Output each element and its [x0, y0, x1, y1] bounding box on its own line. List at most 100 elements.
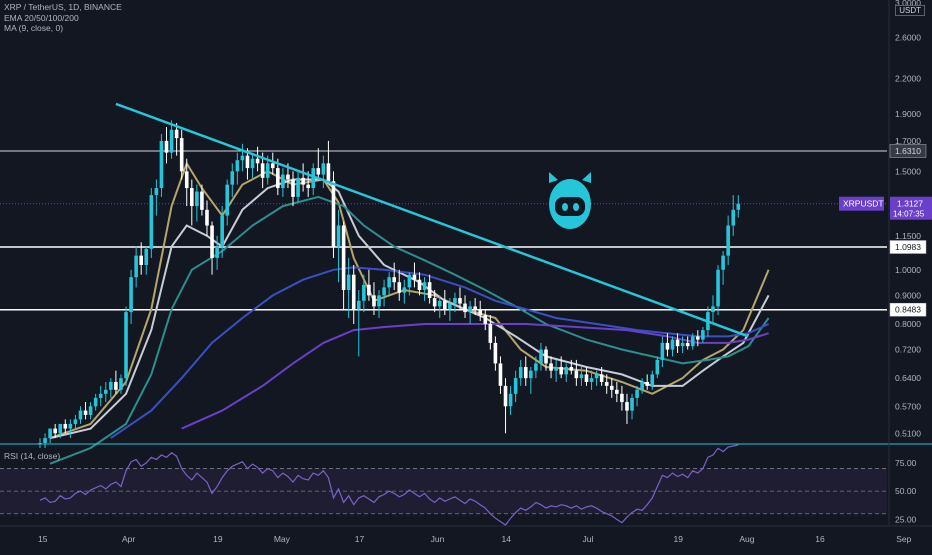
candle-body	[109, 381, 113, 390]
price-tag-box	[890, 196, 932, 220]
candle-body	[701, 330, 705, 340]
candle-body	[230, 171, 235, 185]
price-tick-label: 0.8000	[895, 319, 921, 329]
candle-body	[549, 363, 553, 371]
candle-body	[523, 367, 528, 379]
rsi-legend-label[interactable]: RSI (14, close)	[4, 451, 61, 461]
candle-body	[488, 323, 493, 343]
candle-body	[276, 168, 280, 189]
price-tag-value: 1.3127	[897, 199, 923, 209]
candle-body	[205, 209, 209, 226]
rsi-tick-label: 50.00	[895, 486, 917, 496]
candle-body	[195, 191, 199, 207]
candle-body	[534, 363, 538, 371]
candle-body	[98, 393, 103, 398]
candle-body	[625, 402, 629, 411]
candle-body	[291, 179, 295, 197]
candle-body	[726, 225, 730, 256]
candle-body	[402, 287, 407, 293]
candle-body	[544, 349, 548, 364]
candle-body	[670, 339, 675, 350]
candle-body	[448, 303, 452, 310]
symbol-tag-box	[839, 196, 884, 211]
candle-body	[443, 300, 447, 310]
candle-body	[685, 342, 690, 347]
price-tick-label: 2.6000	[895, 33, 921, 43]
logo-eye-left	[562, 203, 568, 211]
candle-body	[609, 385, 614, 390]
horizontal-levels	[0, 150, 887, 311]
candle-body	[473, 306, 477, 310]
candle-body	[53, 428, 57, 434]
candle-body	[316, 168, 321, 175]
candle-body	[179, 138, 184, 172]
github-octocat-icon	[549, 172, 591, 229]
level-tag-label: 1.6310	[895, 146, 921, 156]
candle-body	[114, 381, 118, 390]
ma-line-ema50	[49, 195, 770, 465]
candle-body	[149, 195, 154, 249]
candle-body	[645, 381, 649, 386]
candle-body	[630, 397, 634, 411]
candle-body	[129, 277, 133, 313]
symbol-title[interactable]: XRP / TetherUS, 1D, BINANCE	[4, 2, 122, 12]
candle-body	[397, 282, 402, 293]
candle-body	[463, 303, 467, 313]
candle-body	[331, 181, 336, 247]
chart-legend: XRP / TetherUS, 1D, BINANCE EMA 20/50/10…	[4, 2, 122, 34]
level-tag-box	[889, 302, 927, 317]
candle-body	[372, 295, 376, 307]
ma-legend-label[interactable]: MA (9, close, 0)	[4, 23, 64, 33]
candle-body	[620, 393, 624, 403]
candle-body	[311, 168, 316, 189]
candle-body	[48, 428, 52, 439]
candle-body	[387, 277, 391, 288]
candle-body	[73, 419, 78, 424]
price-tick-label: 1.7000	[895, 136, 921, 146]
candle-body	[584, 374, 589, 382]
candle-body	[518, 367, 523, 379]
ma-line-ma9	[49, 178, 770, 440]
currency-badge[interactable]: USDT	[895, 5, 925, 16]
candle-body	[503, 385, 508, 407]
candle-body	[432, 298, 437, 307]
candle-body	[144, 248, 149, 265]
ema-legend-label[interactable]: EMA 20/50/100/200	[4, 12, 79, 23]
trendline-group[interactable]	[115, 102, 749, 338]
candle-body	[225, 184, 230, 216]
candle-body	[599, 374, 604, 382]
candle-body	[265, 163, 270, 178]
candle-body	[63, 423, 68, 429]
time-tick-label: 16	[815, 534, 825, 544]
candle-body	[731, 209, 736, 226]
candle-body	[675, 339, 680, 347]
rsi-line	[39, 444, 739, 526]
candle-body	[270, 163, 275, 169]
level-tag-label: 0.8483	[895, 305, 921, 315]
price-tick-label: 3.0000	[895, 0, 921, 8]
time-tick-label: May	[274, 534, 291, 544]
candle-body	[640, 381, 644, 390]
candle-body	[336, 225, 341, 247]
candle-body	[665, 342, 670, 350]
candle-body	[412, 274, 417, 280]
candle-body	[220, 215, 224, 247]
candle-body	[58, 423, 63, 434]
candle-body	[326, 163, 331, 182]
candle-body	[250, 158, 255, 169]
price-tick-label: 0.5700	[895, 401, 921, 411]
candle-body	[301, 177, 305, 185]
candle-body	[281, 174, 285, 189]
candle-body	[589, 378, 594, 382]
logo-eye-right	[573, 203, 579, 211]
candle-body	[508, 393, 513, 407]
time-tick-label: Apr	[122, 534, 135, 544]
candle-body	[690, 336, 695, 347]
level-tag-box	[889, 240, 927, 254]
candle-body	[655, 359, 660, 375]
level-tag-box	[889, 144, 927, 158]
